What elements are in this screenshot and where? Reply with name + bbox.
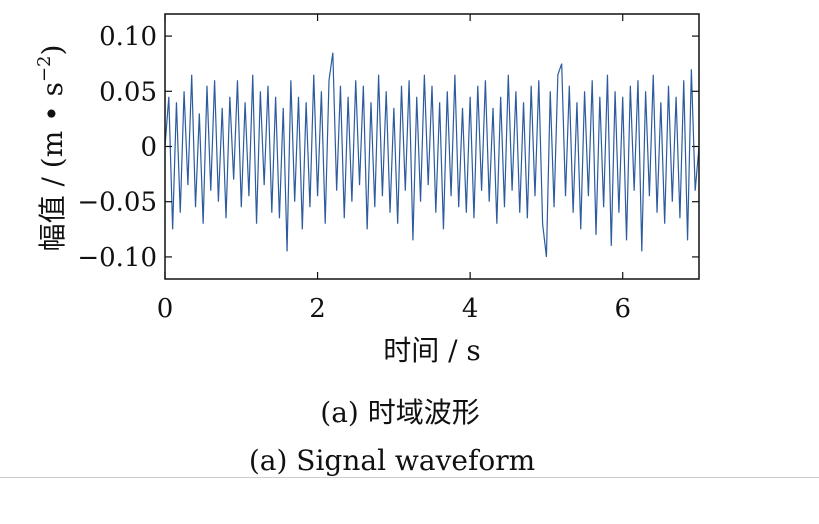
y-axis-title: 幅值 / (m • s−2) <box>34 45 69 252</box>
y-axis-title-close: ) <box>36 45 69 56</box>
page-divider <box>0 477 819 478</box>
plot-frame <box>164 13 700 280</box>
y-tick-label: 0 <box>140 133 157 163</box>
x-tick-label: 4 <box>462 294 479 324</box>
x-axis: 0 2 4 6 <box>157 14 631 324</box>
plot-area <box>164 52 700 257</box>
y-tick-label: −0.10 <box>77 243 157 273</box>
y-tick-label: 0.10 <box>99 22 157 52</box>
series-line-0 <box>164 52 700 257</box>
x-tick-label: 2 <box>309 294 326 324</box>
y-axis-title-exponent: −2 <box>34 55 55 82</box>
caption-english: (a) Signal waveform <box>249 444 535 477</box>
y-tick-label: 0.05 <box>99 77 157 107</box>
caption-chinese: (a) 时域波形 <box>320 396 479 429</box>
y-axis-title-main: 幅值 / (m • s <box>36 82 69 251</box>
x-tick-label: 6 <box>614 294 631 324</box>
y-axis: 0.10 0.05 0 −0.05 −0.10 <box>77 22 699 273</box>
x-tick-label: 0 <box>157 294 174 324</box>
y-axis-title-group: 幅值 / (m • s−2) <box>34 45 69 252</box>
x-axis-title: 时间 / s <box>383 334 481 367</box>
y-tick-label: −0.05 <box>77 188 157 218</box>
